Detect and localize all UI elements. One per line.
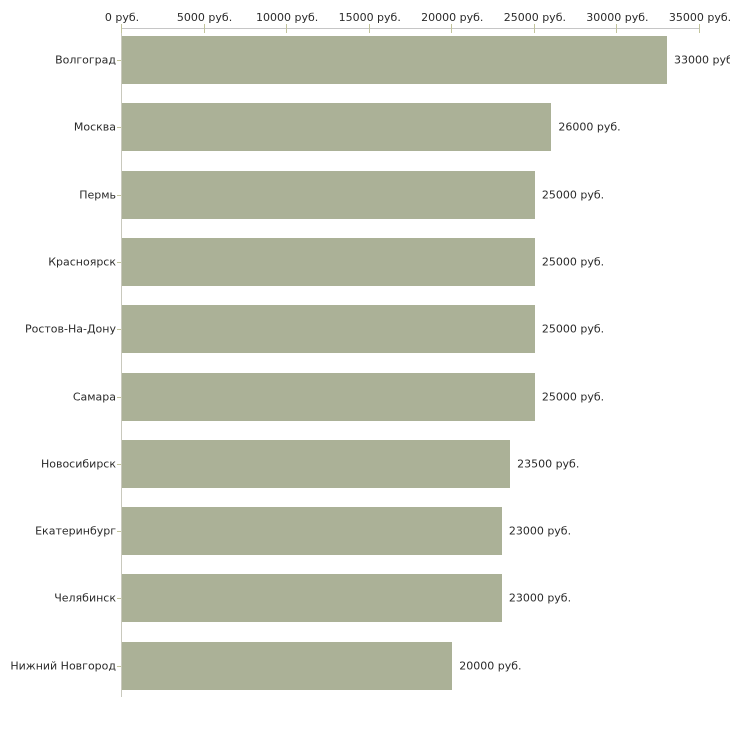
x-axis-tick-label: 15000 руб. bbox=[338, 11, 401, 24]
value-label: 23000 руб. bbox=[508, 524, 572, 538]
y-axis-line bbox=[121, 28, 122, 697]
x-axis-tick-label: 20000 руб. bbox=[421, 11, 484, 24]
category-label: Самара bbox=[72, 390, 116, 403]
bar bbox=[122, 305, 535, 354]
y-axis-tick bbox=[117, 127, 121, 128]
y-axis-tick bbox=[117, 666, 121, 667]
value-label: 33000 руб bbox=[673, 53, 730, 67]
x-axis-line bbox=[122, 28, 700, 29]
x-axis-tick bbox=[203, 24, 205, 33]
value-label: 26000 руб. bbox=[558, 120, 621, 134]
bar bbox=[122, 439, 511, 488]
bar bbox=[122, 507, 502, 556]
bar bbox=[122, 36, 667, 84]
bar bbox=[122, 641, 453, 690]
category-label: Ростов-На-Дону bbox=[24, 322, 116, 336]
y-axis-tick bbox=[117, 531, 121, 532]
y-axis-tick bbox=[117, 397, 121, 398]
bar bbox=[122, 237, 535, 286]
bar bbox=[122, 170, 535, 219]
category-label: Пермь bbox=[79, 188, 116, 202]
bar bbox=[122, 372, 535, 421]
value-label: 25000 руб. bbox=[541, 322, 605, 336]
x-axis-tick bbox=[121, 24, 122, 33]
x-axis-tick bbox=[368, 24, 370, 33]
category-label: Челябинск bbox=[54, 591, 116, 605]
x-axis-tick-label: 5000 руб. bbox=[176, 11, 233, 24]
y-axis-tick bbox=[117, 464, 121, 465]
x-axis-tick bbox=[616, 24, 618, 33]
x-axis-tick-label: 30000 руб. bbox=[586, 11, 649, 24]
category-label: Красноярск bbox=[48, 255, 116, 269]
x-axis-tick bbox=[533, 24, 535, 33]
value-label: 23000 руб. bbox=[508, 591, 572, 605]
value-label: 25000 руб. bbox=[541, 255, 605, 269]
value-label: 20000 руб. bbox=[459, 659, 522, 673]
value-label: 25000 руб. bbox=[541, 188, 605, 202]
y-axis-tick bbox=[117, 598, 121, 599]
x-axis-tick-label: 0 руб. bbox=[104, 11, 140, 24]
value-label: 25000 руб. bbox=[541, 390, 605, 403]
x-axis-tick bbox=[699, 24, 700, 33]
bar bbox=[122, 103, 552, 152]
y-axis-tick bbox=[117, 329, 121, 330]
y-axis-tick bbox=[117, 262, 121, 263]
x-axis-tick-label: 35000 руб. bbox=[668, 11, 730, 24]
x-axis-tick-label: 25000 руб. bbox=[503, 11, 566, 24]
category-label: Новосибирск bbox=[40, 457, 116, 471]
y-axis-tick bbox=[117, 195, 121, 196]
x-axis-tick-label: 10000 руб. bbox=[256, 11, 319, 24]
x-axis-tick bbox=[286, 24, 288, 33]
y-axis-tick bbox=[117, 60, 121, 61]
bar bbox=[122, 574, 502, 623]
category-label: Екатеринбург bbox=[35, 524, 116, 538]
category-label: Нижний Новгород bbox=[10, 659, 116, 673]
category-label: Москва bbox=[73, 120, 116, 134]
x-axis-tick bbox=[451, 24, 453, 33]
value-label: 23500 руб. bbox=[517, 457, 580, 471]
category-label: Волгоград bbox=[55, 53, 116, 67]
